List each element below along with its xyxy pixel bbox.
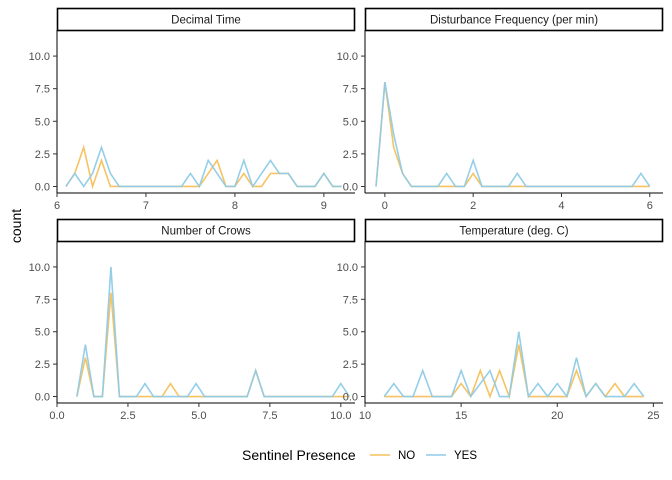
y-tick-label: 2.5 — [343, 149, 358, 161]
y-tick-label: 10.0 — [337, 51, 358, 63]
facet-panel: Decimal Time 0.0 2.5 5.0 7.5 10.0 6 7 8 9 — [29, 7, 356, 212]
y-tick-label: 7.5 — [35, 294, 50, 306]
y-tick-label: 2.5 — [343, 359, 358, 371]
y-tick-label: 10.0 — [29, 51, 50, 63]
facet-title: Temperature (deg. C) — [459, 226, 568, 238]
y-tick-label: 10.0 — [337, 262, 358, 274]
x-tick-label: 0.0 — [49, 410, 64, 422]
y-tick-label: 0.0 — [343, 181, 358, 193]
facet-strip — [56, 7, 356, 32]
facet-title: Disturbance Frequency (per min) — [430, 15, 598, 27]
x-tick-label: 6 — [54, 200, 60, 212]
x-tick-label: 2 — [470, 200, 476, 212]
x-tick-label: 0 — [382, 200, 388, 212]
x-tick-label: 15 — [455, 410, 467, 422]
facet-strip — [364, 218, 664, 243]
series-line-no — [375, 82, 650, 188]
x-tick-label: 7.5 — [262, 410, 277, 422]
x-tick-label: 25 — [647, 410, 659, 422]
legend-label-yes: YES — [454, 450, 477, 462]
y-tick-label: 7.5 — [343, 84, 358, 96]
series-line-no — [65, 144, 342, 190]
y-tick-label: 7.5 — [35, 84, 50, 96]
x-tick-label: 8 — [232, 200, 238, 212]
legend: Sentinel Presence NO YES — [242, 447, 477, 463]
facet-panel: Number of Crows 0.0 2.5 5.0 7.5 10.0 0.0 2.5 5.0… — [29, 218, 356, 422]
y-tick-label: 5.0 — [35, 327, 50, 339]
y-tick-label: 10.0 — [29, 262, 50, 274]
x-tick-label: 2.5 — [120, 410, 135, 422]
panels-layer: Decimal Time 0.0 2.5 5.0 7.5 10.0 6 7 8 9 Disturba… — [29, 7, 664, 422]
y-tick-label: 0.0 — [35, 392, 50, 404]
facet-panel: Temperature (deg. C) 0.0 2.5 5.0 7.5 10.0 10 15… — [337, 218, 664, 422]
series-line-yes — [76, 266, 350, 398]
x-tick-label: 10 — [359, 410, 371, 422]
x-tick-label: 5.0 — [191, 410, 206, 422]
x-tick-label: 9 — [321, 200, 327, 212]
y-tick-label: 0.0 — [35, 181, 50, 193]
series-line-yes — [375, 82, 651, 188]
y-tick-label: 0.0 — [343, 392, 358, 404]
x-tick-label: 4 — [558, 200, 564, 212]
series-line-yes — [383, 331, 645, 399]
x-tick-label: 10.0 — [330, 410, 351, 422]
facet-title: Decimal Time — [171, 15, 241, 27]
legend-title: Sentinel Presence — [242, 447, 356, 463]
facet-title: Number of Crows — [161, 226, 251, 238]
legend-label-no: NO — [398, 450, 415, 462]
facet-strip — [56, 218, 356, 243]
y-tick-label: 5.0 — [343, 327, 358, 339]
series-line-yes — [65, 144, 342, 189]
y-tick-label: 2.5 — [35, 149, 50, 161]
y-tick-label: 2.5 — [35, 359, 50, 371]
facet-panel: Disturbance Frequency (per min) 0.0 2.5 5.0… — [337, 7, 664, 212]
y-tick-label: 5.0 — [343, 116, 358, 128]
y-tick-label: 7.5 — [343, 294, 358, 306]
y-axis-title: count — [8, 209, 24, 243]
x-tick-label: 7 — [143, 200, 149, 212]
y-tick-label: 5.0 — [35, 116, 50, 128]
facet-strip — [364, 7, 664, 32]
x-tick-label: 20 — [551, 410, 563, 422]
x-tick-label: 6 — [647, 200, 653, 212]
